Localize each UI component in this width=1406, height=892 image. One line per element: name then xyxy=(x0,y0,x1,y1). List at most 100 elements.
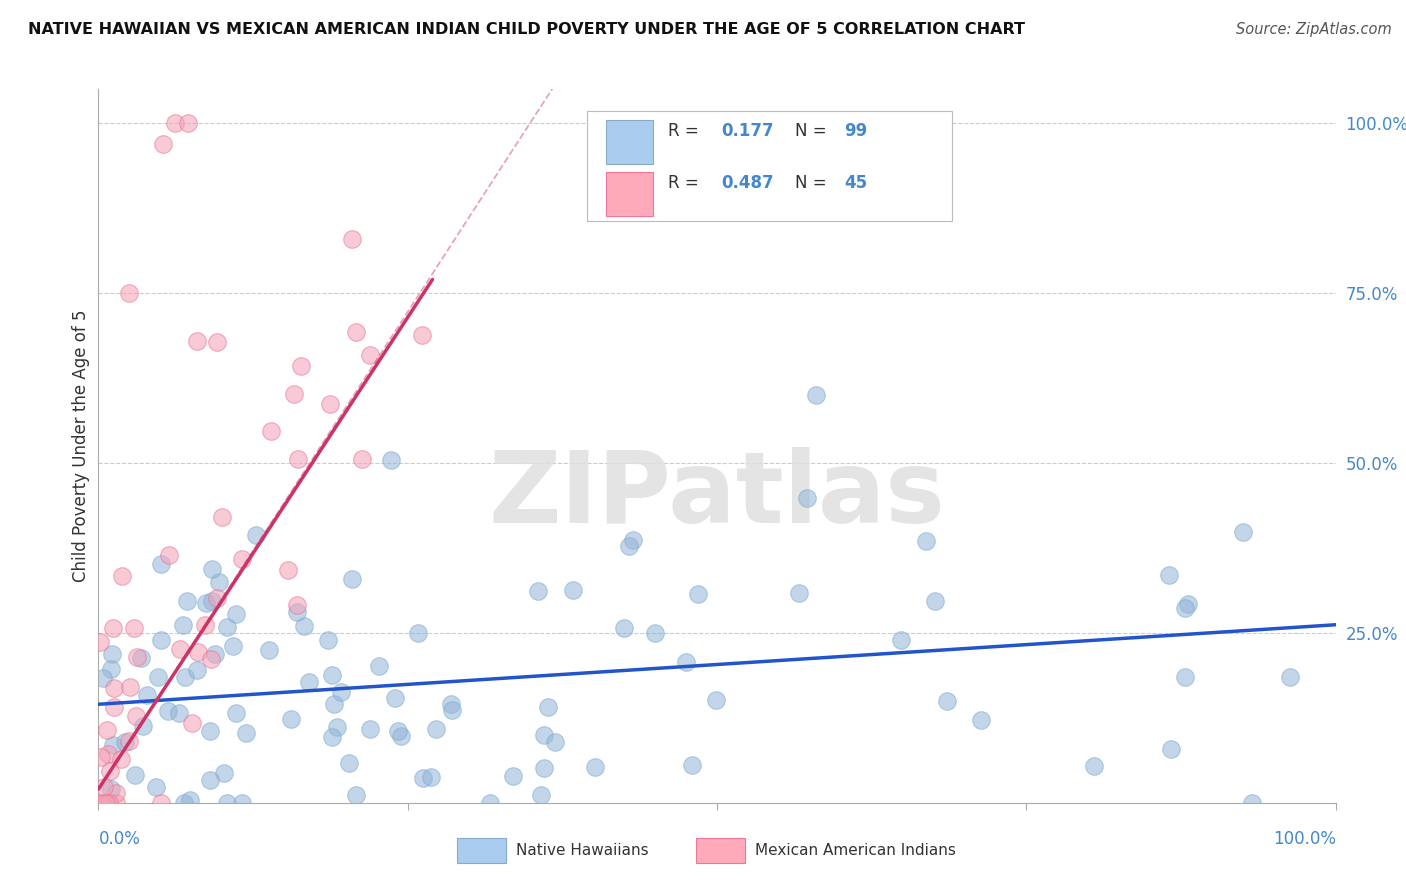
Point xyxy=(440,697,463,711)
Point xyxy=(215,796,238,810)
Point xyxy=(260,424,283,438)
Text: N =: N = xyxy=(794,174,832,192)
Point xyxy=(617,539,640,553)
Point xyxy=(200,773,222,788)
Point xyxy=(935,694,957,708)
Point xyxy=(150,796,173,810)
Point xyxy=(319,397,342,411)
Text: R =: R = xyxy=(668,122,703,140)
Point xyxy=(621,533,644,547)
Point xyxy=(150,632,173,647)
Point xyxy=(118,733,141,747)
Point xyxy=(915,534,938,549)
Text: 99: 99 xyxy=(845,122,868,140)
Point xyxy=(245,528,267,542)
Point xyxy=(529,788,551,802)
Point xyxy=(346,325,368,339)
Point xyxy=(352,452,374,467)
Point xyxy=(479,796,502,810)
Point xyxy=(231,796,253,810)
Point xyxy=(533,728,555,742)
Point xyxy=(132,719,155,733)
Point xyxy=(321,730,343,744)
Point xyxy=(340,232,363,246)
Point xyxy=(187,645,209,659)
Point xyxy=(173,670,195,684)
Point xyxy=(103,681,125,695)
Point xyxy=(384,690,406,705)
Point xyxy=(98,764,121,778)
Point xyxy=(100,782,122,797)
Point xyxy=(96,723,118,738)
Point xyxy=(890,632,912,647)
Point xyxy=(169,642,191,657)
Point xyxy=(208,575,231,590)
Point xyxy=(186,334,208,348)
Point xyxy=(1174,601,1197,615)
Point xyxy=(181,716,204,731)
Text: NATIVE HAWAIIAN VS MEXICAN AMERICAN INDIAN CHILD POVERTY UNDER THE AGE OF 5 CORR: NATIVE HAWAIIAN VS MEXICAN AMERICAN INDI… xyxy=(28,22,1025,37)
Point xyxy=(97,747,120,761)
Text: Source: ZipAtlas.com: Source: ZipAtlas.com xyxy=(1236,22,1392,37)
Point xyxy=(198,724,221,739)
FancyBboxPatch shape xyxy=(606,172,652,216)
Point xyxy=(165,116,187,130)
Point xyxy=(441,703,464,717)
Point xyxy=(201,594,224,608)
Point xyxy=(406,625,429,640)
Point xyxy=(537,700,560,714)
Point xyxy=(105,796,128,810)
Point xyxy=(1157,568,1180,582)
Point xyxy=(298,674,321,689)
Text: ZIPatlas: ZIPatlas xyxy=(489,448,945,544)
Point xyxy=(204,647,226,661)
Point xyxy=(533,761,555,775)
Text: Mexican American Indians: Mexican American Indians xyxy=(755,843,956,857)
Point xyxy=(124,768,146,782)
Point xyxy=(323,698,346,712)
Text: 0.487: 0.487 xyxy=(721,174,773,192)
Text: N =: N = xyxy=(794,122,832,140)
Point xyxy=(277,563,299,577)
Point xyxy=(150,557,173,571)
Point xyxy=(225,607,247,622)
Text: 45: 45 xyxy=(845,174,868,192)
Point xyxy=(110,752,132,766)
Point xyxy=(787,586,810,600)
Point xyxy=(194,618,217,632)
Point xyxy=(173,796,195,810)
Point xyxy=(94,796,117,810)
Point xyxy=(612,621,634,635)
Point xyxy=(280,712,302,726)
Point xyxy=(1232,525,1254,540)
Point xyxy=(231,551,253,566)
Point xyxy=(412,771,434,785)
Point xyxy=(419,770,441,784)
Point xyxy=(93,796,115,810)
Text: Native Hawaiians: Native Hawaiians xyxy=(516,843,648,857)
Point xyxy=(704,693,727,707)
Point xyxy=(101,621,124,635)
Point xyxy=(287,452,309,467)
Point xyxy=(235,726,257,740)
Point xyxy=(98,796,121,810)
Point xyxy=(387,724,409,739)
Point xyxy=(212,765,235,780)
Point xyxy=(924,593,946,607)
Point xyxy=(1083,758,1105,772)
Point xyxy=(527,583,550,598)
Point xyxy=(194,596,217,610)
Point xyxy=(225,706,247,721)
Point xyxy=(114,735,136,749)
FancyBboxPatch shape xyxy=(606,120,652,164)
Point xyxy=(1279,670,1302,684)
Text: R =: R = xyxy=(668,174,703,192)
Point xyxy=(101,647,124,661)
Point xyxy=(201,561,224,575)
Point xyxy=(380,453,402,467)
Point xyxy=(686,587,709,601)
Point xyxy=(796,491,818,505)
Point xyxy=(148,670,170,684)
Point xyxy=(644,626,666,640)
Point xyxy=(125,708,148,723)
